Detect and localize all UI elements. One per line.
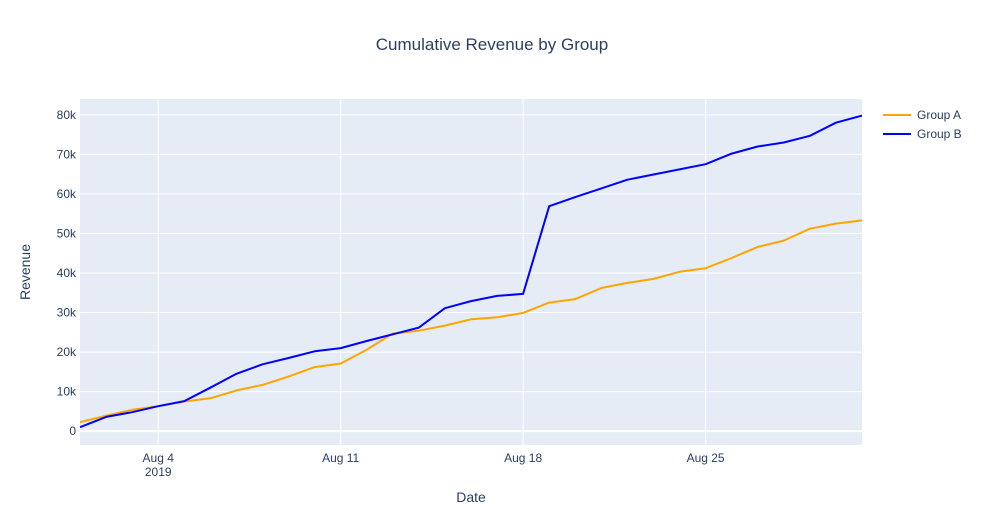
legend-label: Group B	[917, 127, 962, 141]
y-tick-label: 20k	[57, 345, 77, 359]
series-line-group-b	[80, 114, 862, 429]
x-tick-label: Aug 25	[687, 451, 725, 465]
y-tick-label: 40k	[57, 266, 77, 280]
y-tick-label: 70k	[57, 147, 77, 161]
x-tick-label: Aug 4	[143, 451, 175, 465]
x-tick-label: Aug 18	[504, 451, 542, 465]
legend-item-group-a[interactable]: Group A	[883, 108, 961, 122]
x-tick-sublabel: 2019	[145, 465, 172, 479]
y-tick-label: 60k	[57, 187, 77, 201]
y-tick-label: 30k	[57, 306, 77, 320]
legend-item-group-b[interactable]: Group B	[883, 127, 962, 141]
chart-title: Cumulative Revenue by Group	[376, 35, 608, 54]
y-tick-label: 80k	[57, 108, 77, 122]
y-tick-labels: 0 10k 20k 30k 40k 50k 60k 70k 80k	[57, 108, 77, 438]
series-layer	[80, 114, 862, 429]
y-tick-label: 10k	[57, 385, 77, 399]
legend-label: Group A	[917, 108, 961, 122]
y-tick-label: 50k	[57, 226, 77, 240]
x-axis-title: Date	[456, 489, 486, 505]
legend[interactable]: Group A Group B	[883, 108, 962, 141]
y-tick-label: 0	[69, 424, 76, 438]
y-axis-title: Revenue	[17, 244, 33, 300]
x-gridlines	[157, 99, 707, 445]
series-line-group-a	[80, 219, 862, 424]
x-tick-label: Aug 11	[322, 451, 359, 465]
